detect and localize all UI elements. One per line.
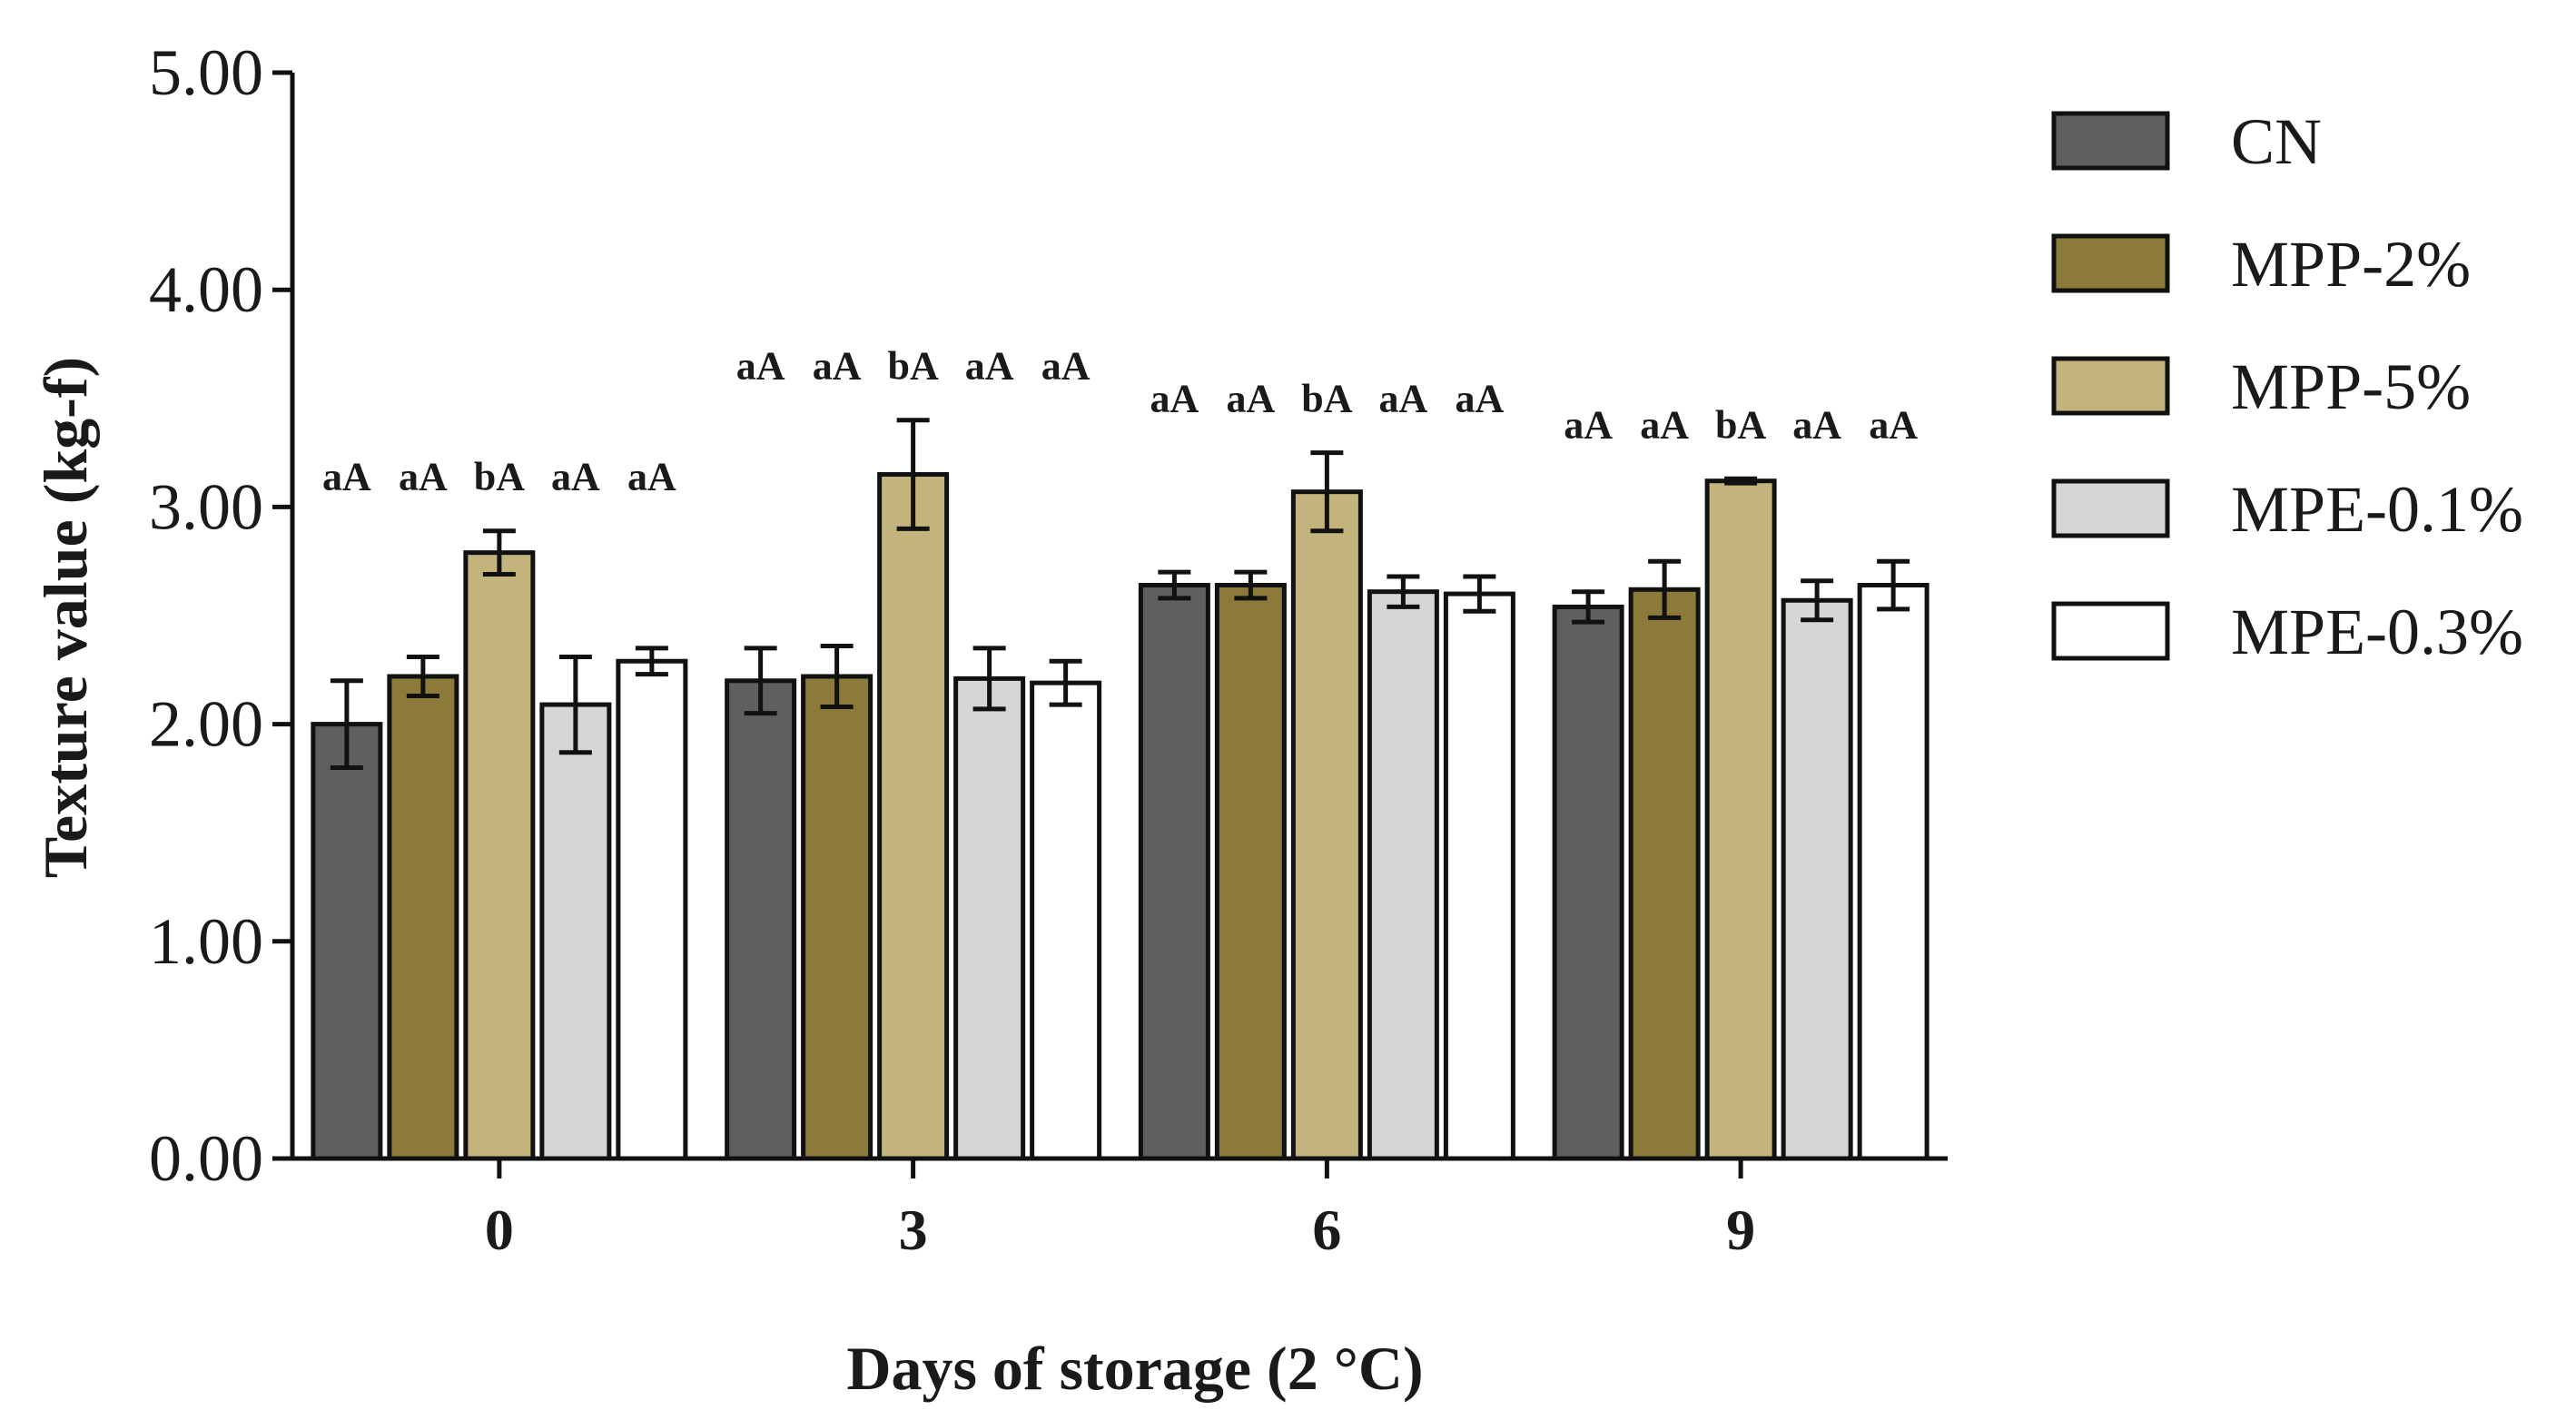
significance-label: aA <box>1564 402 1613 447</box>
legend-swatch <box>2051 111 2170 171</box>
bar <box>539 702 612 1161</box>
significance-label: aA <box>813 344 862 389</box>
bar <box>1552 604 1624 1161</box>
significance-label: aA <box>1792 402 1841 447</box>
y-tick-label: 1.00 <box>149 905 263 978</box>
bar <box>1214 583 1287 1161</box>
legend-swatch <box>2051 356 2170 416</box>
bars-layer <box>311 472 1930 1161</box>
x-axis-title: Days of storage (2 °C) <box>846 1334 1423 1403</box>
significance-label: aA <box>1640 402 1689 447</box>
error-bars-layer <box>330 418 1910 770</box>
bar <box>877 472 950 1161</box>
legend-label: MPE-0.3% <box>2231 596 2523 668</box>
significance-label: bA <box>474 455 525 499</box>
bar <box>801 674 873 1161</box>
significance-label: aA <box>399 455 448 499</box>
y-tick-label: 4.00 <box>149 253 263 326</box>
y-tick-label: 3.00 <box>149 470 263 543</box>
bar <box>1367 589 1439 1161</box>
legend: CN MPP-2% MPP-5% MPE-0.1% MPE-0.3% <box>2051 105 2523 668</box>
bar <box>725 678 797 1161</box>
significance-label: aA <box>1378 377 1427 421</box>
significance-label: aA <box>1041 344 1091 389</box>
legend-label: CN <box>2231 105 2322 178</box>
bar <box>463 550 536 1161</box>
significance-label: aA <box>965 344 1014 389</box>
x-tick-label: 6 <box>1312 1198 1341 1262</box>
bar <box>1704 478 1777 1161</box>
x-tick-label: 3 <box>899 1198 928 1262</box>
bar <box>616 658 688 1161</box>
bar <box>1138 583 1210 1161</box>
bar <box>311 722 383 1161</box>
bar <box>1857 583 1930 1161</box>
bar <box>953 675 1026 1161</box>
legend-label: MPP-5% <box>2231 350 2471 423</box>
significance-label: bA <box>888 344 939 389</box>
significance-labels-layer: aA aA bA aA aA aA aA bA aA aA aA aA bA aA aA aA aA bA aA aA <box>322 344 1918 499</box>
legend-label: MPP-2% <box>2231 228 2471 301</box>
y-axis-title: Texture value (kg-f) <box>31 357 100 878</box>
significance-label: aA <box>736 344 785 389</box>
significance-label: aA <box>322 455 371 499</box>
significance-label: aA <box>1150 377 1199 421</box>
significance-label: bA <box>1715 402 1766 447</box>
significance-label: bA <box>1301 377 1352 421</box>
bar <box>387 674 459 1161</box>
significance-label: aA <box>1455 377 1504 421</box>
y-tick-label: 2.00 <box>149 688 263 761</box>
significance-label: aA <box>551 455 600 499</box>
bar <box>1030 680 1102 1161</box>
legend-swatch <box>2051 478 2170 538</box>
legend-label: MPE-0.1% <box>2231 473 2523 546</box>
x-tick-label: 0 <box>485 1198 514 1262</box>
bar <box>1781 597 1853 1161</box>
y-tick-label: 0.00 <box>149 1122 263 1195</box>
x-tick-label: 9 <box>1726 1198 1755 1262</box>
axes-layer: 0 3 6 9 0.00 1.00 2.00 3.00 4.00 5.00 <box>149 36 1948 1262</box>
bar <box>1290 489 1363 1161</box>
significance-label: aA <box>1226 377 1275 421</box>
y-tick-label: 5.00 <box>149 36 263 109</box>
significance-label: aA <box>627 455 676 499</box>
bar <box>1443 591 1515 1161</box>
bar <box>1628 587 1701 1161</box>
legend-swatch <box>2051 233 2170 293</box>
significance-label: aA <box>1869 402 1918 447</box>
legend-swatch <box>2051 601 2170 661</box>
